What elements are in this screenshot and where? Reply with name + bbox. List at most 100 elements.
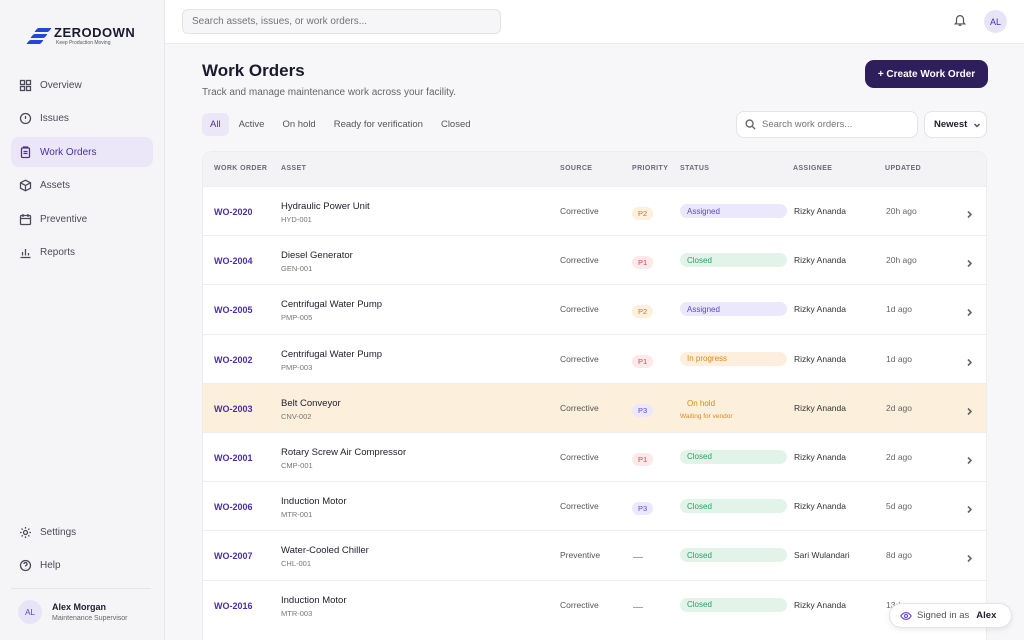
work-order-id[interactable]: WO-2001 [214,452,253,463]
tab-closed[interactable]: Closed [440,119,471,130]
work-order-search[interactable] [736,111,918,138]
sidebar-item-help[interactable]: Help [11,551,153,581]
alert-circle-icon [19,112,32,125]
asset-code: CMP-001 [281,460,313,470]
work-order-id[interactable]: WO-2006 [214,502,253,513]
chevron-right-icon[interactable] [965,255,975,268]
avatar: AL [18,600,42,624]
sidebar-item-label: Assets [40,180,71,191]
sidebar-nav: Overview Issues Work Orders Assets Preventiv… [11,70,153,271]
chevron-right-icon[interactable] [965,501,975,514]
signed-in-prefix: Signed in as [917,610,970,621]
updated-time: 1d ago [886,353,912,364]
sidebar-bottom-nav: Settings Help [11,517,153,584]
assignee-name: Rizky Ananda [794,501,846,512]
signed-in-name: Alex [976,610,997,621]
help-circle-icon [19,559,32,572]
priority-badge: P2 [632,207,654,220]
chevron-right-icon[interactable] [965,550,975,563]
status-badge: In progress [680,351,787,366]
sidebar-item-assets[interactable]: Assets [11,171,153,201]
source-label: Corrective [560,255,599,266]
chevron-right-icon[interactable] [965,354,975,366]
table-row[interactable]: WO-2016 Induction Motor MTR-003 Corrective —… [203,579,986,629]
topbar: AL [165,0,1024,44]
grid-icon [19,79,32,92]
gear-icon [19,526,32,539]
sidebar-item-settings[interactable]: Settings [11,517,153,547]
asset-name: Rotary Screw Air Compressor [281,446,407,458]
asset-code: PMP-003 [281,362,313,372]
chevron-right-icon[interactable] [965,206,975,219]
column-header: ASSIGNEE [793,165,833,172]
work-order-id[interactable]: WO-2003 [214,403,253,414]
create-work-order-button[interactable]: + Create Work Order [865,60,988,88]
page-subtitle: Track and manage maintenance work across… [202,87,456,98]
assignee-name: Rizky Ananda [794,402,846,413]
chevron-right-icon[interactable] [965,403,975,415]
sort-dropdown[interactable]: Newest [924,111,987,138]
logo[interactable]: ZERODOWN Keep Production Moving [26,26,135,46]
filter-tabs: All Active On hold Ready for verification Cl… [202,113,479,136]
sidebar-item-label: Reports [40,247,76,258]
user-role: Maintenance Supervisor [52,615,128,622]
source-label: Corrective [560,451,599,462]
work-order-id[interactable]: WO-2004 [214,256,253,267]
table-row[interactable]: WO-2020 Hydraulic Power Unit HYD-001 Correc… [203,186,986,235]
sort-label: Newest [934,119,968,130]
source-label: Preventive [560,550,601,561]
tab-on-hold[interactable]: On hold [282,119,316,130]
priority-badge: P1 [632,354,654,368]
table-row[interactable]: WO-2006 Induction Motor MTR-001 Corrective P… [203,481,986,530]
tab-active[interactable]: Active [238,119,265,130]
updated-time: 20h ago [886,206,917,216]
clipboard-icon [19,145,32,159]
user-profile[interactable]: AL Alex Morgan Maintenance Supervisor [18,600,128,624]
assignee-name: Rizky Ananda [794,206,846,216]
avatar[interactable]: AL [984,10,1007,33]
sidebar-item-preventive[interactable]: Preventive [11,204,153,234]
work-order-id[interactable]: WO-2002 [214,354,253,365]
asset-name: Centrifugal Water Pump [281,348,383,360]
asset-code: HYD-001 [281,215,312,224]
updated-time: 8d ago [886,550,912,561]
tab-ready-for-verification[interactable]: Ready for verification [333,119,423,130]
status-badge: Closed [680,548,787,563]
work-order-id[interactable]: WO-2020 [214,207,253,217]
updated-time: 5d ago [886,501,912,512]
assignee-name: Rizky Ananda [794,255,846,266]
asset-code: MTR-001 [281,510,313,520]
work-order-id[interactable]: WO-2016 [214,600,253,611]
table-row[interactable]: WO-2004 Diesel Generator GEN-001 Corrective… [203,235,986,284]
sidebar-divider [11,588,151,589]
priority-badge: — [633,552,643,564]
global-search-input[interactable] [182,9,501,34]
sidebar-item-issues[interactable]: Issues [11,104,153,134]
column-header: WORK ORDER [214,165,268,172]
table-row[interactable]: WO-2001 Rotary Screw Air Compressor CMP-00… [203,431,986,481]
bell-icon[interactable] [953,13,967,27]
assignee-name: Rizky Ananda [794,304,846,315]
table-row[interactable]: WO-2005 Centrifugal Water Pump PMP-005 Corr… [203,284,986,333]
sidebar-item-overview[interactable]: Overview [11,70,153,100]
tab-all[interactable]: All [202,113,229,136]
work-order-id[interactable]: WO-2005 [214,305,253,316]
table-row[interactable]: WO-2002 Centrifugal Water Pump PMP-003 Corr… [203,333,986,383]
status-note: Waiting for vendor [680,412,733,420]
source-label: Corrective [560,206,599,216]
sidebar-item-reports[interactable]: Reports [11,238,153,268]
chevron-right-icon[interactable] [965,452,975,465]
work-order-search-input[interactable] [762,119,912,130]
asset-code: MTR-003 [281,608,313,618]
chevron-right-icon[interactable] [965,304,975,317]
assignee-name: Rizky Ananda [794,353,846,364]
table-row[interactable]: WO-2003 Belt Conveyor CNV-002 Corrective P3 O… [203,382,986,432]
sidebar-item-work-orders[interactable]: Work Orders [11,137,153,167]
sidebar-item-label: Help [40,560,61,571]
table-row[interactable]: WO-2007 Water-Cooled Chiller CHL-001 Preven… [203,530,986,579]
cube-icon [19,179,32,192]
chevron-down-icon [974,122,981,128]
signed-in-badge[interactable]: Signed in as Alex [889,603,1012,628]
work-order-id[interactable]: WO-2007 [214,551,253,562]
table-header: WORK ORDER ASSET SOURCE PRIORITY STATUS ASSIG… [203,152,986,186]
